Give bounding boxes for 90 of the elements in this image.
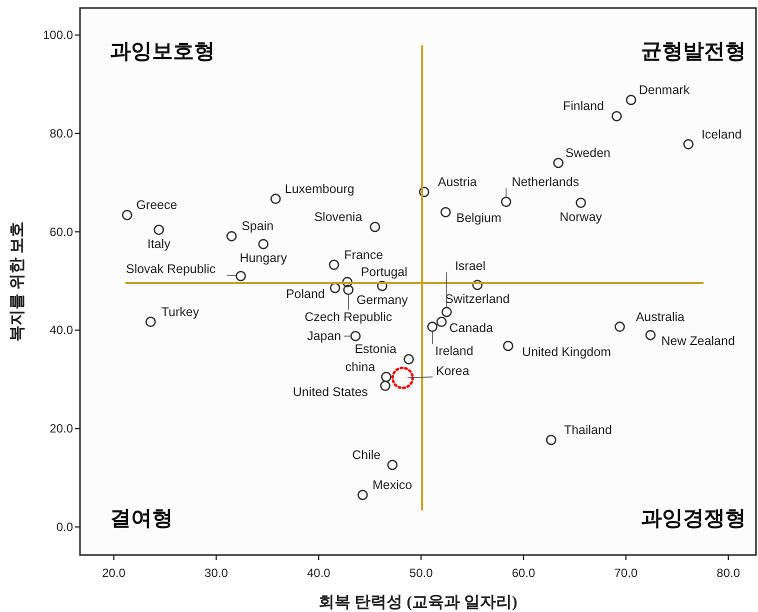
point [440,206,451,218]
point [145,316,156,328]
y-tick-label: 60.0 [50,224,74,239]
x-tick-label: 40.0 [306,566,331,580]
annotation: New Zealand [661,334,735,348]
x-tick-label: 60.0 [512,566,536,580]
annotation: Germany [356,292,409,307]
annotation: France [344,248,384,262]
annotation: 결여형 [110,507,173,530]
point [645,330,656,340]
point [350,330,361,342]
annotation: Netherlands [512,175,580,190]
point [427,322,438,332]
x-tick-label: 20.0 [102,566,126,580]
annotation: Slovak Republic [126,262,216,276]
point [328,260,340,270]
point [404,354,414,364]
annotation: Czech Republic [304,310,392,324]
annotation: Iceland [701,127,742,142]
x-tick-label: 30.0 [204,566,228,580]
annotation: china [345,360,376,374]
annotation: Australia [636,310,685,324]
y-tick-label: 20.0 [50,422,74,436]
annotation: Korea [436,364,470,378]
annotation: Hungary [240,251,288,266]
point [472,280,483,290]
point [576,198,586,208]
annotation: Belgium [456,211,502,226]
y-tick-label: 0.0 [56,520,74,534]
annotation: Denmark [638,82,690,97]
annotation: Sweden [565,146,611,160]
annotation: Finland [563,99,604,114]
annotation: Estonia [354,342,396,356]
y-tick-label: 80.0 [50,126,74,140]
annotation: United States [292,384,368,399]
annotation: 과잉보호형 [110,40,215,63]
point [342,276,353,288]
point [683,139,694,150]
point [154,224,164,236]
annotation: Turkey [161,304,200,319]
annotation: Portugal [360,264,408,279]
annotation: Greece [136,198,178,212]
annotation: United Kingdom [522,344,612,359]
point [612,111,622,122]
y-tick-label: 100.0 [42,28,74,42]
point [380,380,390,391]
point [258,238,269,250]
point [381,372,392,382]
point [370,222,380,232]
annotation: Thailand [564,422,612,437]
annotation: Austria [438,174,477,189]
annotation: Canada [449,320,494,335]
annotation: Ireland [435,344,474,358]
y-axis-title: 복지를 위한 보호 [9,222,26,342]
annotation: Japan [307,328,342,343]
point [546,434,556,446]
point [500,196,512,208]
point [376,280,388,292]
point [391,366,414,390]
point [122,210,132,220]
annotation: 과잉경쟁형 [641,507,746,530]
point [614,322,625,332]
annotation: Poland [286,286,325,301]
annotation: Slovenia [314,210,362,224]
annotation: Mexico [372,478,412,492]
x-tick-label: 50.0 [409,566,434,580]
annotation: Norway [560,210,603,224]
point [626,94,636,106]
annotation: 균형발전형 [641,40,746,63]
y-tick-label: 40.0 [50,323,74,338]
annotation: Italy [147,236,172,251]
x-axis-title: 회복 탄력성 (교육과 일자리) [318,594,518,611]
point [418,186,430,198]
annotation: Israel [454,259,486,274]
point [502,340,514,352]
point [226,231,237,242]
point [441,306,452,318]
point [236,270,246,282]
annotation: Chile [352,448,381,462]
point [270,194,281,204]
point [553,158,564,168]
point [387,460,398,470]
point [436,316,447,328]
x-tick-label: 80.0 [716,566,740,580]
x-tick-label: 70.0 [614,566,638,580]
point [330,282,340,294]
annotation: Spain [242,219,274,234]
annotation: Luxembourg [284,182,354,196]
point [343,284,354,296]
point [357,490,368,500]
